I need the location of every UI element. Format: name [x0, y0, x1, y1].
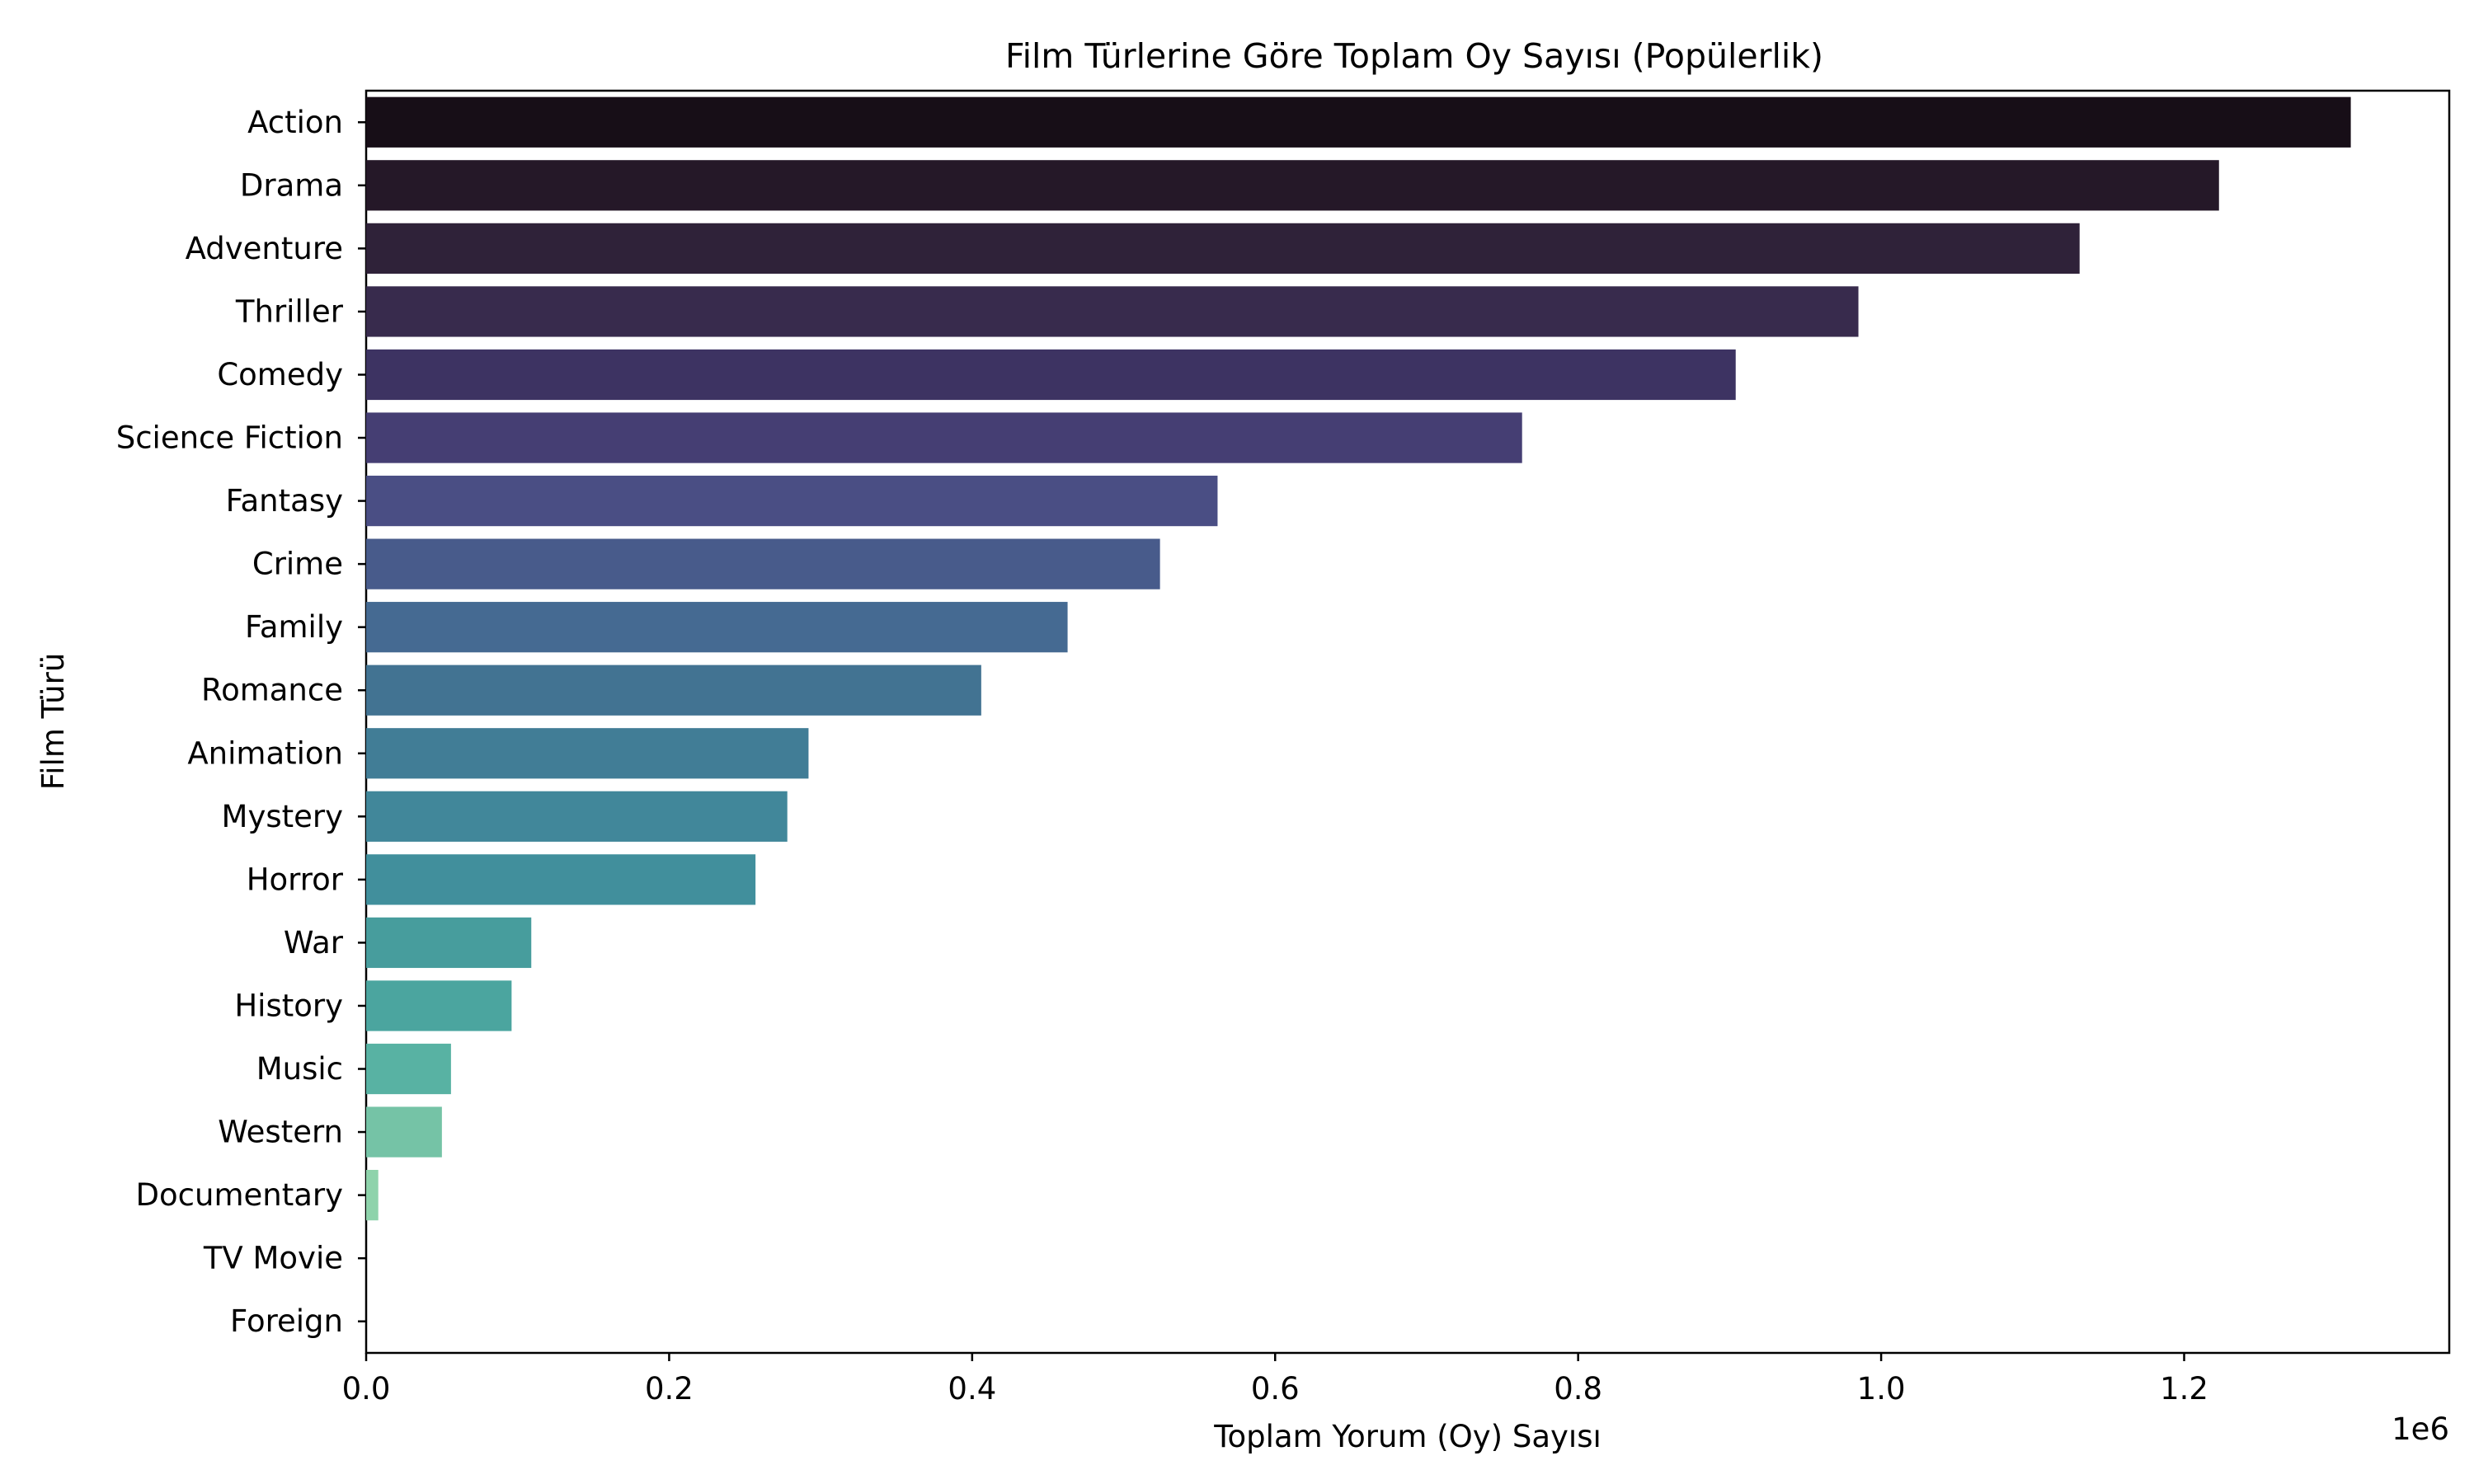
plot-area: Action Drama Adventure Thriller Comedy Scienc… [116, 89, 2451, 1407]
axes-frame [365, 89, 2451, 1355]
bar-fantasy [366, 475, 1218, 527]
y-tick-label: Family [245, 609, 343, 645]
bar-animation [366, 728, 809, 779]
y-tick-label: Thriller [235, 294, 344, 329]
y-tick-label: Mystery [222, 799, 343, 834]
bar-science-fiction [366, 412, 1522, 463]
x-tick-label: 1.0 [1857, 1371, 1906, 1407]
bar-history [366, 980, 512, 1031]
y-tick-label: Comedy [217, 357, 343, 392]
bar-documentary [366, 1170, 379, 1221]
bar-drama [366, 160, 2219, 211]
y-axis-ticks: Action Drama Adventure Thriller Comedy Scienc… [116, 105, 366, 1339]
bar-horror [366, 854, 756, 905]
y-tick-label: Animation [187, 735, 343, 771]
y-tick-label: TV Movie [203, 1241, 343, 1276]
y-tick-label: Horror [247, 862, 344, 897]
bar-music [366, 1043, 451, 1095]
bar-thriller [366, 286, 1859, 337]
bar-action [366, 96, 2351, 148]
x-tick-label: 1.2 [2160, 1371, 2208, 1407]
x-tick-label: 0.8 [1554, 1371, 1602, 1407]
y-tick-label: History [234, 988, 343, 1023]
y-tick-label: Crime [252, 547, 343, 582]
bar-family [366, 602, 1068, 653]
x-tick-label: 0.0 [342, 1371, 391, 1407]
y-axis-label: Film Türü [35, 653, 71, 791]
y-tick-label: Documentary [136, 1177, 343, 1213]
bar-mystery [366, 791, 788, 842]
bar-western [366, 1106, 442, 1158]
bar-crime [366, 538, 1160, 589]
bar-comedy [366, 349, 1736, 401]
y-tick-label: Western [218, 1115, 343, 1150]
chart-title: Film Türlerine Göre Toplam Oy Sayısı (Po… [1005, 36, 1823, 76]
y-tick-label: Drama [240, 167, 343, 203]
y-tick-label: War [284, 925, 344, 960]
x-axis-label: Toplam Yorum (Oy) Sayısı [1213, 1419, 1602, 1454]
bar-war [366, 917, 532, 969]
y-tick-label: Fantasy [226, 483, 343, 519]
x-axis-ticks: 0.0 0.2 0.4 0.6 0.8 1.0 1.2 [342, 1353, 2208, 1407]
y-tick-label: Action [247, 105, 343, 140]
x-tick-label: 0.2 [645, 1371, 694, 1407]
x-tick-label: 0.4 [948, 1371, 996, 1407]
x-tick-label: 0.6 [1251, 1371, 1300, 1407]
y-tick-label: Romance [201, 673, 343, 708]
bar-adventure [366, 223, 2080, 274]
x-axis-offset-label: 1e6 [2392, 1411, 2449, 1447]
y-tick-label: Foreign [230, 1303, 343, 1339]
y-tick-label: Adventure [186, 231, 343, 266]
y-tick-label: Music [256, 1051, 343, 1087]
bar-romance [366, 665, 981, 716]
y-tick-label: Science Fiction [116, 420, 343, 456]
bars-group [366, 96, 2351, 1221]
